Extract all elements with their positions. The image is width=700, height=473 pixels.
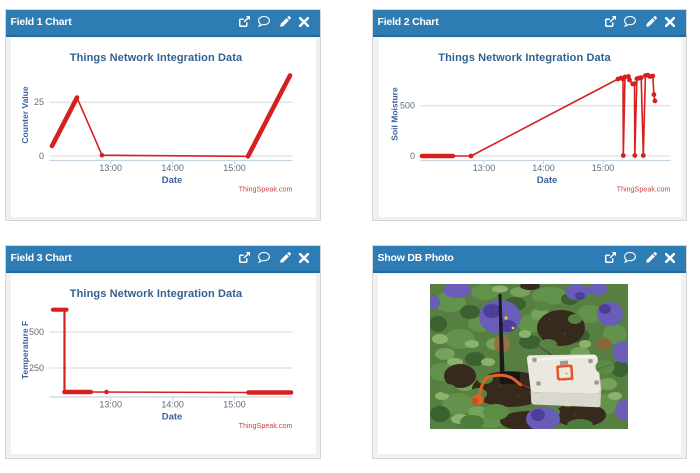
svg-text:14:00: 14:00 [161,400,184,410]
svg-text:0: 0 [410,151,415,161]
svg-text:15:00: 15:00 [592,163,615,173]
svg-text:ThingSpeak.com: ThingSpeak.com [617,185,671,194]
svg-text:14:00: 14:00 [161,163,184,173]
svg-text:Counter Value: Counter Value [20,86,30,143]
svg-text:500: 500 [400,101,415,111]
svg-text:0: 0 [39,151,44,161]
svg-text:Temperature F: Temperature F [20,321,30,379]
svg-text:15:00: 15:00 [223,163,246,173]
svg-text:25: 25 [34,97,44,107]
svg-text:13:00: 13:00 [99,163,122,173]
svg-text:Things Network Integration Dat: Things Network Integration Data [438,52,611,64]
svg-text:15:00: 15:00 [223,400,246,410]
svg-text:Date: Date [162,175,183,186]
svg-text:ThingSpeak.com: ThingSpeak.com [239,185,293,194]
svg-text:13:00: 13:00 [99,400,122,410]
svg-text:14:00: 14:00 [532,163,555,173]
svg-text:250: 250 [29,363,44,373]
svg-text:Things Network Integration Dat: Things Network Integration Data [70,52,243,64]
svg-text:Date: Date [162,412,183,423]
svg-text:500: 500 [29,327,44,337]
svg-text:ThingSpeak.com: ThingSpeak.com [239,421,293,430]
svg-text:Things Network Integration Dat: Things Network Integration Data [70,288,243,300]
svg-text:Date: Date [537,175,558,186]
svg-text:13:00: 13:00 [473,163,496,173]
svg-text:Soil Moisture: Soil Moisture [390,87,400,141]
